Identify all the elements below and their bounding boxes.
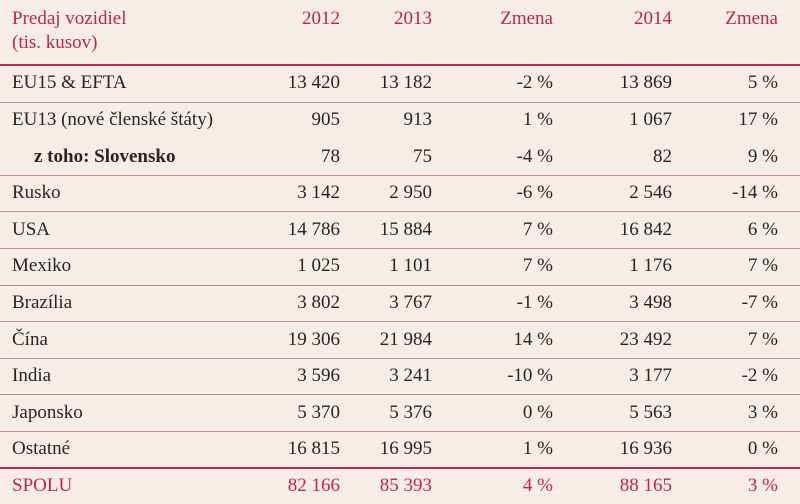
- row-label: Mexiko: [12, 255, 72, 277]
- cell-value: 5 563: [629, 401, 672, 423]
- cell-value: 1 %: [522, 438, 553, 460]
- row-rule: [0, 431, 800, 432]
- cell-value: 19 306: [287, 328, 340, 350]
- header-cell: 2014: [634, 8, 672, 29]
- cell-value: 7 %: [522, 255, 553, 277]
- header-cell: (tis. kusov): [12, 32, 98, 53]
- cell-value: -14 %: [732, 182, 778, 204]
- cell-value: 2 950: [389, 182, 432, 204]
- row-rule: [0, 175, 800, 176]
- cell-value: 82 166: [287, 474, 340, 496]
- cell-value: 913: [403, 108, 433, 130]
- cell-value: 16 815: [287, 438, 340, 460]
- cell-value: 1 176: [629, 255, 672, 277]
- row-label: Brazília: [12, 291, 73, 313]
- cell-value: 1 101: [389, 255, 432, 277]
- cell-value: 13 869: [619, 72, 672, 94]
- cell-value: 3 241: [389, 365, 432, 387]
- header-cell: 2012: [302, 8, 340, 29]
- cell-value: 0 %: [747, 438, 778, 460]
- row-label: EU13 (nové členské štáty): [12, 108, 214, 130]
- cell-value: 5 370: [297, 401, 340, 423]
- cell-value: 3 596: [297, 365, 340, 387]
- cell-value: -6 %: [516, 182, 553, 204]
- row-label: z toho: Slovensko: [34, 145, 176, 167]
- row-rule: [0, 248, 800, 249]
- cell-value: 2 546: [629, 182, 672, 204]
- cell-value: 78: [321, 145, 340, 167]
- cell-value: -7 %: [741, 291, 778, 313]
- row-rule: [0, 358, 800, 359]
- row-label: Ostatné: [12, 438, 71, 460]
- cell-value: -10 %: [507, 365, 553, 387]
- row-rule: [0, 321, 800, 322]
- cell-value: 88 165: [619, 474, 672, 496]
- cell-value: 7 %: [747, 255, 778, 277]
- cell-value: 3 802: [297, 291, 340, 313]
- cell-value: -4 %: [516, 145, 553, 167]
- cell-value: 3 177: [629, 365, 672, 387]
- row-label: Čína: [12, 328, 48, 350]
- total-rule: [0, 467, 800, 469]
- cell-value: 0 %: [522, 401, 553, 423]
- cell-value: -1 %: [516, 291, 553, 313]
- cell-value: 21 984: [379, 328, 432, 350]
- cell-value: 82: [653, 145, 672, 167]
- header-cell: Zmena: [725, 8, 778, 29]
- cell-value: 14 %: [513, 328, 553, 350]
- cell-value: 905: [311, 108, 341, 130]
- cell-value: 3 142: [297, 182, 340, 204]
- cell-value: -2 %: [741, 365, 778, 387]
- cell-value: 1 025: [297, 255, 340, 277]
- cell-value: 7 %: [522, 218, 553, 240]
- cell-value: 15 884: [379, 218, 432, 240]
- row-rule: [0, 394, 800, 395]
- row-label: India: [12, 365, 52, 387]
- cell-value: 85 393: [379, 474, 432, 496]
- cell-value: 16 936: [619, 438, 672, 460]
- row-rule: [0, 211, 800, 212]
- cell-value: 9 %: [747, 145, 778, 167]
- cell-value: 3 498: [629, 291, 672, 313]
- cell-value: 4 %: [522, 474, 553, 496]
- cell-value: 3 %: [747, 401, 778, 423]
- cell-value: 1 %: [522, 108, 553, 130]
- cell-value: 75: [413, 145, 432, 167]
- header-cell: 2013: [394, 8, 432, 29]
- header-rule: [0, 64, 800, 66]
- cell-value: 3 767: [389, 291, 432, 313]
- row-rule: [0, 102, 800, 103]
- header-cell: Zmena: [500, 8, 553, 29]
- row-label: USA: [12, 218, 51, 240]
- cell-value: 6 %: [747, 218, 778, 240]
- cell-value: 1 067: [629, 108, 672, 130]
- header-cell: Predaj vozidiel: [12, 8, 127, 29]
- cell-value: 7 %: [747, 328, 778, 350]
- cell-value: 17 %: [738, 108, 778, 130]
- cell-value: 5 376: [389, 401, 432, 423]
- cell-value: -2 %: [516, 72, 553, 94]
- row-label: SPOLU: [12, 474, 73, 496]
- row-label: Rusko: [12, 182, 61, 204]
- cell-value: 14 786: [287, 218, 340, 240]
- cell-value: 13 182: [379, 72, 432, 94]
- row-label: Japonsko: [12, 401, 83, 423]
- row-rule: [0, 285, 800, 286]
- cell-value: 23 492: [619, 328, 672, 350]
- cell-value: 16 995: [379, 438, 432, 460]
- cell-value: 16 842: [619, 218, 672, 240]
- cell-value: 5 %: [747, 72, 778, 94]
- row-label: EU15 & EFTA: [12, 72, 127, 94]
- cell-value: 13 420: [287, 72, 340, 94]
- cell-value: 3 %: [747, 474, 778, 496]
